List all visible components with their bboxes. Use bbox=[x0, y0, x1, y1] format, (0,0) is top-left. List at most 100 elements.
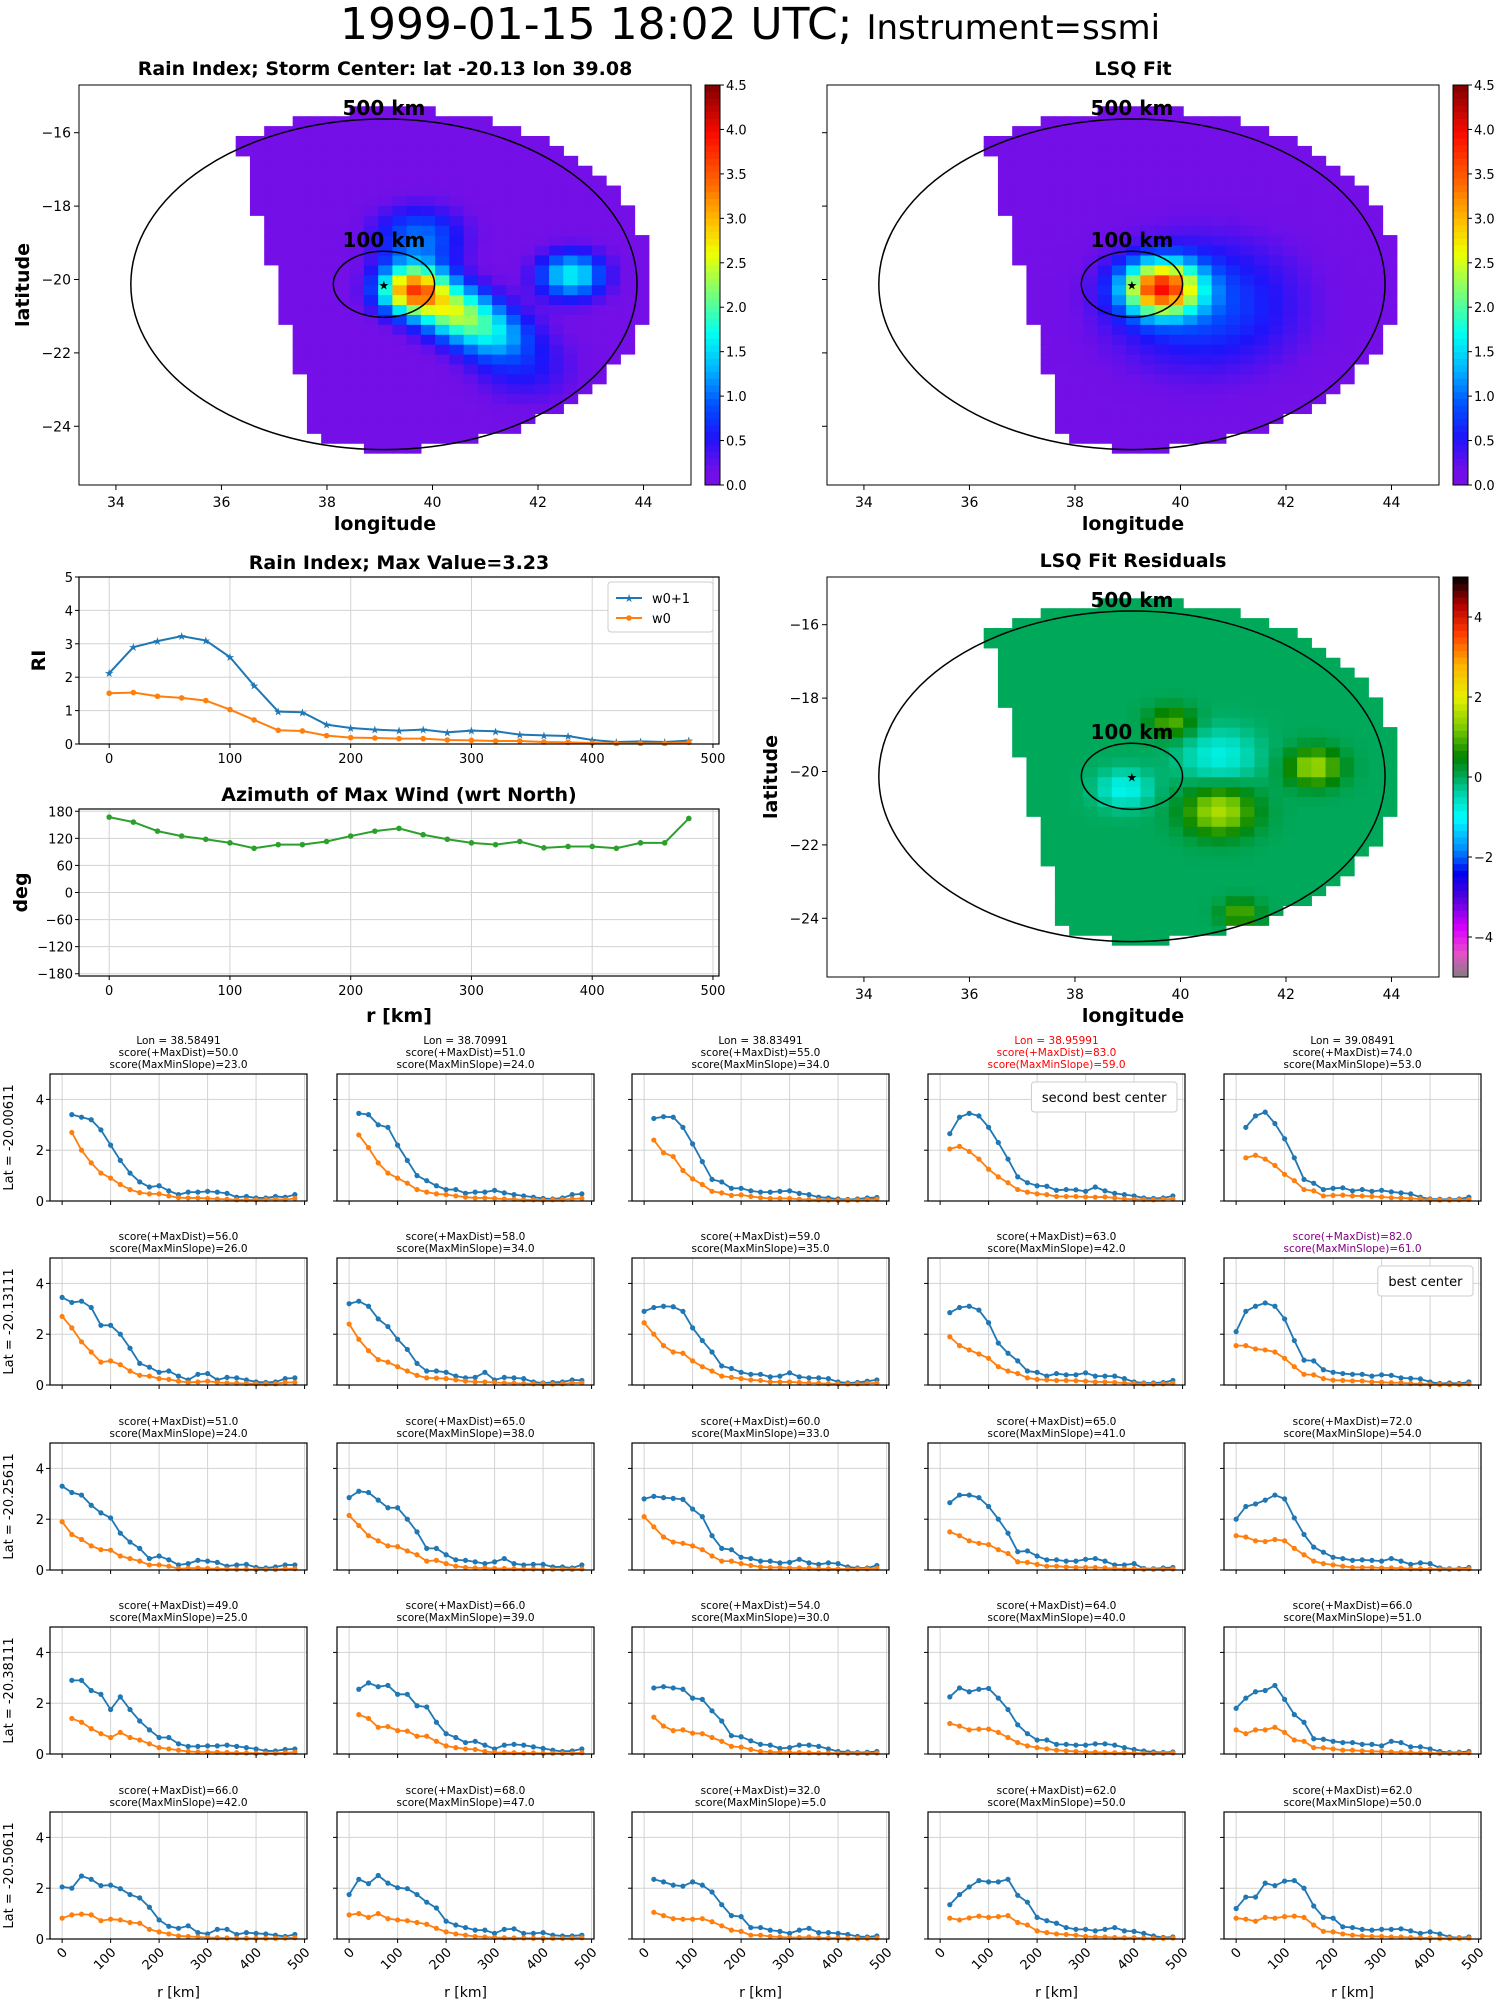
heatmap-cell bbox=[449, 413, 465, 424]
heatmap-cell bbox=[1240, 126, 1255, 137]
heatmap-cell bbox=[1368, 756, 1384, 768]
heatmap-cell bbox=[449, 155, 465, 167]
data-point bbox=[1359, 1193, 1365, 1199]
heatmap-cell bbox=[1211, 363, 1227, 375]
heatmap-cell bbox=[1054, 225, 1070, 236]
heatmap-cell bbox=[563, 245, 579, 256]
heatmap-cell bbox=[1183, 195, 1198, 206]
heatmap-cell bbox=[520, 235, 536, 246]
heatmap-cell bbox=[1168, 875, 1184, 887]
data-point bbox=[680, 1727, 686, 1733]
data-point bbox=[690, 1879, 696, 1885]
heatmap-cell bbox=[321, 264, 337, 276]
data-point bbox=[108, 1142, 114, 1148]
heatmap-cell bbox=[1054, 647, 1070, 659]
heatmap-cell bbox=[420, 195, 436, 206]
heatmap-cell bbox=[1097, 235, 1113, 246]
data-point bbox=[1243, 1155, 1249, 1161]
heatmap-cell bbox=[520, 195, 536, 206]
data-point bbox=[1340, 1377, 1346, 1384]
data-point bbox=[1082, 1188, 1089, 1194]
data-point bbox=[282, 1562, 288, 1568]
data-point bbox=[1102, 1373, 1108, 1379]
data-point bbox=[462, 1378, 469, 1384]
heatmap-cell bbox=[1354, 756, 1369, 768]
heatmap-cell bbox=[1154, 274, 1170, 286]
heatmap-cell bbox=[1240, 284, 1255, 296]
colorbar-segment bbox=[1453, 583, 1468, 591]
heatmap-cell bbox=[435, 215, 450, 226]
data-point bbox=[175, 1925, 182, 1931]
data-point bbox=[404, 1918, 410, 1924]
heatmap-cell bbox=[1069, 885, 1085, 897]
data-point bbox=[854, 1935, 861, 1941]
data-point bbox=[1330, 1369, 1336, 1375]
data-point bbox=[719, 1923, 725, 1929]
data-point bbox=[323, 732, 330, 739]
data-point bbox=[966, 1110, 972, 1116]
heatmap-cell bbox=[321, 393, 337, 405]
grid-cell: Lon = 38.70991score(+MaxDist)=51.0score(… bbox=[333, 1035, 595, 1205]
grid-cell: score(+MaxDist)=66.0score(MaxMinSlope)=5… bbox=[1220, 1600, 1482, 1758]
data-point bbox=[956, 1114, 963, 1120]
heatmap-cell bbox=[1297, 353, 1312, 365]
heatmap-cell bbox=[1026, 215, 1042, 226]
heatmap-cell bbox=[449, 344, 465, 355]
heatmap-cell bbox=[1183, 826, 1198, 837]
data-point bbox=[947, 1694, 953, 1700]
data-point bbox=[204, 1558, 211, 1564]
data-point bbox=[738, 1744, 744, 1750]
data-point bbox=[1131, 1561, 1137, 1567]
heatmap-cell bbox=[606, 314, 621, 325]
heatmap-cell bbox=[1282, 264, 1298, 276]
data-point bbox=[748, 1193, 754, 1200]
colorbar-segment bbox=[1453, 218, 1468, 226]
heatmap-cell bbox=[1354, 687, 1369, 698]
data-point bbox=[98, 1170, 104, 1176]
data-point bbox=[1378, 1194, 1385, 1200]
heatmap-cell bbox=[1368, 304, 1384, 315]
heatmap-cell bbox=[534, 393, 550, 405]
heatmap-cell bbox=[1211, 413, 1227, 424]
colorbar-segment bbox=[705, 245, 720, 253]
heatmap-cell bbox=[1325, 165, 1341, 177]
data-point bbox=[395, 1336, 401, 1342]
data-point bbox=[757, 1371, 764, 1377]
heatmap-cell bbox=[1311, 363, 1327, 375]
data-point bbox=[365, 1112, 372, 1118]
heatmap-cell bbox=[1140, 687, 1156, 698]
heatmap-cell bbox=[420, 423, 436, 434]
data-point bbox=[1320, 1914, 1327, 1921]
heatmap-cell bbox=[306, 264, 322, 276]
axes-frame bbox=[927, 1811, 1186, 1940]
heatmap-cell bbox=[1126, 875, 1141, 887]
heatmap-cell bbox=[1225, 274, 1241, 286]
heatmap-cell bbox=[1197, 717, 1213, 728]
heatmap-cell bbox=[1325, 235, 1341, 246]
heatmap-cell bbox=[591, 205, 607, 216]
heatmap-cell bbox=[1311, 155, 1327, 167]
heatmap-cell bbox=[1297, 855, 1312, 867]
colorbar-segment bbox=[1453, 165, 1468, 173]
heatmap-cell bbox=[534, 324, 550, 335]
heatmap-cell bbox=[1254, 215, 1270, 226]
heatmap-cell bbox=[321, 145, 337, 157]
data-point bbox=[106, 814, 112, 820]
colorbar-segment bbox=[1453, 345, 1468, 353]
heatmap-cell bbox=[406, 304, 422, 315]
y-tick-label: 120 bbox=[48, 832, 73, 847]
column-lon-label: Lon = 39.08491 bbox=[1310, 1035, 1394, 1047]
data-point bbox=[1301, 1552, 1307, 1558]
data-point bbox=[443, 1369, 449, 1375]
heatmap-cell bbox=[563, 373, 579, 385]
score-label: score(MaxMinSlope)=61.0 bbox=[1283, 1243, 1421, 1255]
heatmap-cell bbox=[591, 334, 607, 345]
heatmap-cell bbox=[321, 165, 337, 177]
x-tick-label: 38 bbox=[1066, 987, 1084, 1003]
data-point bbox=[462, 1746, 469, 1752]
heatmap-cell bbox=[1354, 816, 1369, 827]
heatmap-cell bbox=[392, 383, 408, 395]
heatmap-cell bbox=[1111, 344, 1127, 355]
heatmap-cell bbox=[1154, 915, 1170, 926]
x-tick-label: 38 bbox=[1066, 495, 1084, 511]
